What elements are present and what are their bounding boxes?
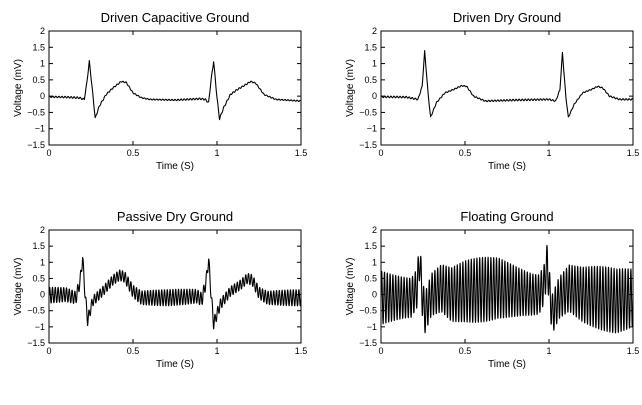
y-tick-label: 1 <box>372 257 377 267</box>
y-tick-label: 2 <box>40 225 45 235</box>
x-tick-label: 0.5 <box>127 346 140 356</box>
y-tick-label: 0.5 <box>364 273 377 283</box>
y-tick-label: 1 <box>40 59 45 69</box>
x-axis-label: Time (S) <box>488 161 526 172</box>
chart-panel-floating: Floating Ground 0 0.5 1 1.5 −1.5 −1 −0.5 0 0.5 1 1.… <box>345 209 639 370</box>
x-tick-label: 1.5 <box>295 148 308 158</box>
x-tick-label: 1 <box>546 148 551 158</box>
chart-panel-passive-dry: Passive Dry Ground 0 0.5 1 1.5 −1.5 −1 −0.5 0 0.5… <box>13 209 307 370</box>
y-tick-label: 1 <box>40 257 45 267</box>
x-tick-label: 0 <box>46 346 51 356</box>
y-tick-label: −0.5 <box>359 107 377 117</box>
y-tick-label: 1.5 <box>364 241 377 251</box>
chart-panel-driven-capacitive: Driven Capacitive Ground 0 0.5 1 1.5 −1.5 −1 −0… <box>13 10 307 172</box>
x-tick-label: 1.5 <box>295 346 308 356</box>
y-tick-label: 1 <box>372 59 377 69</box>
x-tick-label: 1 <box>214 346 219 356</box>
x-tick-label: 0.5 <box>459 346 472 356</box>
y-axis-label: Voltage (mV) <box>13 59 24 117</box>
y-axis-label: Voltage (mV) <box>345 258 356 316</box>
y-tick-label: 2 <box>372 225 377 235</box>
y-tick-label: −1.5 <box>27 338 45 348</box>
y-axis-label: Voltage (mV) <box>345 59 356 117</box>
chart-panel-driven-dry: Driven Dry Ground 0 0.5 1 1.5 −1.5 −1 −0.5 0 0.5 1… <box>345 10 639 172</box>
x-tick-label: 0.5 <box>127 148 140 158</box>
x-tick-label: 1 <box>546 346 551 356</box>
x-axis-label: Time (S) <box>488 359 526 370</box>
y-tick-label: 1.5 <box>364 42 377 52</box>
y-tick-label: −1.5 <box>359 338 377 348</box>
y-tick-label: 1.5 <box>32 241 45 251</box>
x-tick-label: 0 <box>378 148 383 158</box>
x-tick-label: 0 <box>46 148 51 158</box>
y-tick-label: −1.5 <box>27 140 45 150</box>
chart-title: Passive Dry Ground <box>117 209 233 224</box>
y-tick-label: −0.5 <box>27 306 45 316</box>
plot-frame <box>48 30 302 146</box>
voltage-trace <box>381 244 633 334</box>
plot-frame <box>48 229 302 344</box>
y-tick-label: 2 <box>372 26 377 36</box>
y-tick-label: 0.5 <box>32 75 45 85</box>
voltage-trace <box>49 256 301 330</box>
y-tick-label: 0 <box>372 290 377 300</box>
y-tick-label: 0.5 <box>32 273 45 283</box>
y-tick-label: −1 <box>367 322 377 332</box>
voltage-trace <box>49 59 301 121</box>
y-tick-label: 0 <box>372 91 377 101</box>
voltage-trace <box>381 50 633 118</box>
y-tick-label: 0 <box>40 290 45 300</box>
x-tick-label: 1.5 <box>627 148 640 158</box>
y-tick-label: −1 <box>367 124 377 134</box>
y-tick-label: −1 <box>35 322 45 332</box>
x-tick-label: 1 <box>214 148 219 158</box>
y-tick-label: −0.5 <box>359 306 377 316</box>
x-tick-label: 0.5 <box>459 148 472 158</box>
y-tick-label: 1.5 <box>32 42 45 52</box>
chart-title: Driven Dry Ground <box>453 10 561 25</box>
chart-title: Floating Ground <box>460 209 553 224</box>
y-tick-label: 0.5 <box>364 75 377 85</box>
y-tick-label: −1.5 <box>359 140 377 150</box>
y-tick-label: −0.5 <box>27 107 45 117</box>
plot-frame <box>380 30 634 146</box>
y-tick-label: −1 <box>35 124 45 134</box>
x-tick-label: 0 <box>378 346 383 356</box>
x-axis-label: Time (S) <box>156 359 194 370</box>
x-tick-label: 1.5 <box>627 346 640 356</box>
chart-title: Driven Capacitive Ground <box>101 10 250 25</box>
y-tick-label: 0 <box>40 91 45 101</box>
y-tick-label: 2 <box>40 26 45 36</box>
y-axis-label: Voltage (mV) <box>13 258 24 316</box>
x-axis-label: Time (S) <box>156 161 194 172</box>
